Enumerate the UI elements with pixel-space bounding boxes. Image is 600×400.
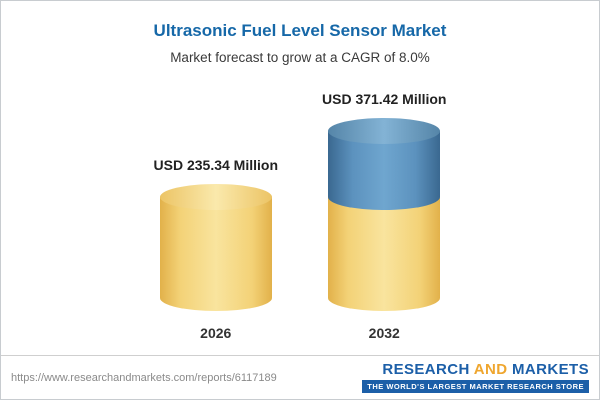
chart-title: Ultrasonic Fuel Level Sensor Market [153,21,447,40]
chart-header: Ultrasonic Fuel Level Sensor Market Mark… [1,1,599,65]
logo-wordmark: RESEARCH AND MARKETS [382,362,589,377]
cylinder-2026 [159,184,272,311]
cylinder-2032-top [328,118,441,144]
value-label-2026: USD 235.34 Million [153,157,278,173]
value-label-2032: USD 371.42 Million [322,91,447,107]
logo-tagline: THE WORLD'S LARGEST MARKET RESEARCH STOR… [362,380,589,393]
cylinder-growth-bottom [328,184,441,210]
plot-area: USD 235.34 Million 2026 USD 371.42 Milli… [1,79,599,341]
year-label-2026: 2026 [200,325,232,341]
logo-word-markets: MARKETS [512,361,589,378]
cylinder-2026-body [159,197,272,311]
footer-report-url: https://www.researchandmarkets.com/repor… [11,371,277,384]
cylinder-2026-top [159,184,272,210]
cylinder-2032 [328,118,441,311]
year-label-2032: 2032 [368,325,400,341]
research-and-markets-logo: RESEARCH AND MARKETS THE WORLD'S LARGEST… [362,362,589,393]
footer: https://www.researchandmarkets.com/repor… [1,355,599,399]
logo-word-and: AND [473,361,508,378]
chart-subtitle: Market forecast to grow at a CAGR of 8.0… [170,50,430,65]
bar-group-2032: USD 371.42 Million 2032 [322,91,446,341]
bar-group-2026: USD 235.34 Million 2026 [154,157,278,341]
logo-word-research: RESEARCH [382,361,470,378]
